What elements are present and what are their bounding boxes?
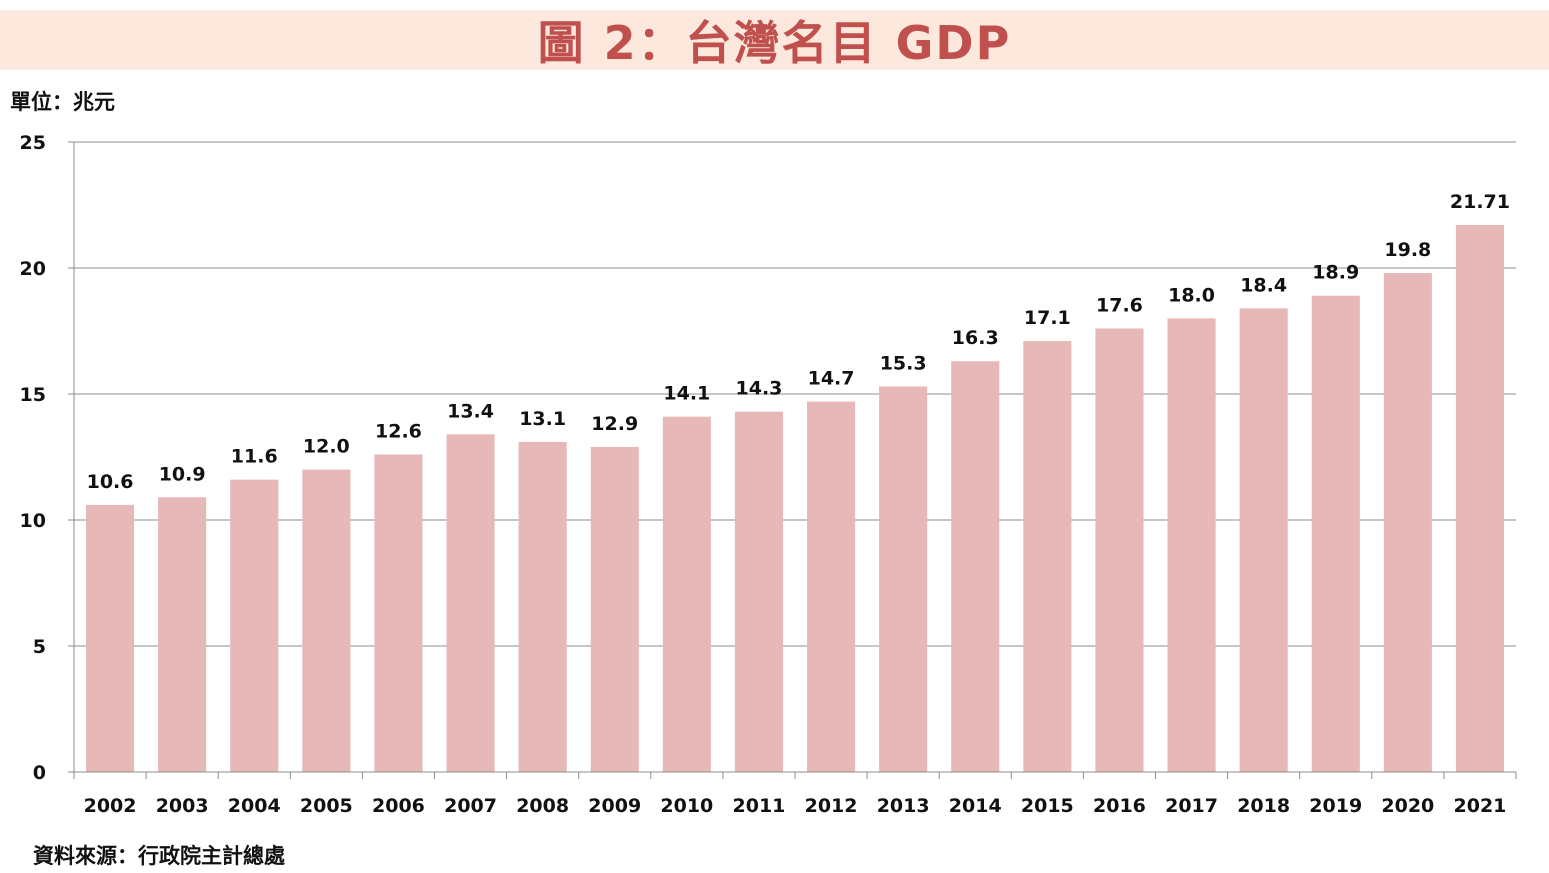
x-tick-label-2008: 2008 xyxy=(516,795,569,817)
title-band: 圖 2：台灣名目 GDP xyxy=(0,10,1549,70)
x-tick-label-2016: 2016 xyxy=(1093,795,1146,817)
gridlines xyxy=(68,141,1516,647)
bar-2015 xyxy=(1023,341,1072,772)
bar-2005 xyxy=(302,469,351,772)
unit-label: 單位：兆元 xyxy=(10,90,115,114)
x-tick-label-2011: 2011 xyxy=(733,795,786,817)
data-label-2006: 12.6 xyxy=(375,420,422,442)
x-tick-label-2010: 2010 xyxy=(660,795,713,817)
data-label-2005: 12.0 xyxy=(303,436,350,458)
chart-title: 圖 2：台灣名目 GDP xyxy=(537,16,1012,70)
bar-2009 xyxy=(590,446,639,772)
x-tick-label-2013: 2013 xyxy=(877,795,930,817)
bar-2016 xyxy=(1095,328,1144,772)
x-tick-label-2002: 2002 xyxy=(84,795,137,817)
data-label-2002: 10.6 xyxy=(87,471,134,493)
source-label: 資料來源：行政院主計總處 xyxy=(33,844,285,868)
bar-2010 xyxy=(662,416,711,772)
y-tick-label-0: 0 xyxy=(33,762,46,784)
bar-2002 xyxy=(86,504,135,772)
bar-2003 xyxy=(158,497,207,772)
data-label-2021: 21.71 xyxy=(1450,191,1510,213)
x-tick-label-2009: 2009 xyxy=(588,795,641,817)
bar-2007 xyxy=(446,434,495,772)
x-tick-label-2003: 2003 xyxy=(156,795,209,817)
bar-2013 xyxy=(879,386,928,772)
data-label-2004: 11.6 xyxy=(231,446,278,468)
data-label-2012: 14.7 xyxy=(808,368,855,390)
x-tick-label-2004: 2004 xyxy=(228,795,281,817)
bar-2012 xyxy=(807,401,856,772)
bars xyxy=(86,224,1504,772)
bar-2020 xyxy=(1383,273,1432,772)
data-label-2019: 18.9 xyxy=(1312,262,1359,284)
data-labels: 10.6 10.9 11.6 12.0 12.6 13.4 13.1 12.9 14.1 14.3… xyxy=(87,191,1510,493)
bar-2008 xyxy=(518,441,567,772)
x-tick-label-2006: 2006 xyxy=(372,795,425,817)
data-label-2007: 13.4 xyxy=(447,400,494,422)
x-tick-label-2017: 2017 xyxy=(1165,795,1218,817)
x-tick-label-2018: 2018 xyxy=(1237,795,1290,817)
y-tick-label-5: 5 xyxy=(33,636,46,658)
bar-2019 xyxy=(1311,295,1360,772)
data-label-2009: 12.9 xyxy=(591,413,638,435)
x-tick-label-2021: 2021 xyxy=(1454,795,1507,817)
y-tick-label-25: 25 xyxy=(20,132,46,154)
bar-2011 xyxy=(734,411,783,772)
data-label-2010: 14.1 xyxy=(663,383,710,405)
data-label-2016: 17.6 xyxy=(1096,294,1143,316)
bar-2006 xyxy=(374,454,423,772)
data-label-2015: 17.1 xyxy=(1024,307,1071,329)
bar-2014 xyxy=(951,361,1000,772)
data-label-2011: 14.3 xyxy=(736,378,783,400)
x-tick-label-2015: 2015 xyxy=(1021,795,1074,817)
bar-2018 xyxy=(1239,308,1288,772)
data-label-2013: 15.3 xyxy=(880,352,927,374)
x-tick-label-2020: 2020 xyxy=(1381,795,1434,817)
x-tick-label-2007: 2007 xyxy=(444,795,497,817)
y-tick-label-20: 20 xyxy=(20,258,46,280)
y-tick-label-10: 10 xyxy=(20,510,46,532)
x-tick-label-2014: 2014 xyxy=(949,795,1002,817)
data-label-2018: 18.4 xyxy=(1240,274,1287,296)
bar-2021 xyxy=(1455,224,1504,772)
data-label-2003: 10.9 xyxy=(159,463,206,485)
data-label-2014: 16.3 xyxy=(952,327,999,349)
data-label-2008: 13.1 xyxy=(519,408,566,430)
axes: 0 5 10 15 20 25 2002 2003 2004 2005 2006 2007 2008 20… xyxy=(20,132,1517,817)
data-label-2020: 19.8 xyxy=(1384,239,1431,261)
y-tick-label-15: 15 xyxy=(20,384,46,406)
data-label-2017: 18.0 xyxy=(1168,284,1215,306)
bar-2017 xyxy=(1167,318,1216,772)
x-tick-label-2019: 2019 xyxy=(1309,795,1362,817)
x-tick-label-2012: 2012 xyxy=(805,795,858,817)
x-tick-label-2005: 2005 xyxy=(300,795,353,817)
bar-2004 xyxy=(230,479,279,772)
